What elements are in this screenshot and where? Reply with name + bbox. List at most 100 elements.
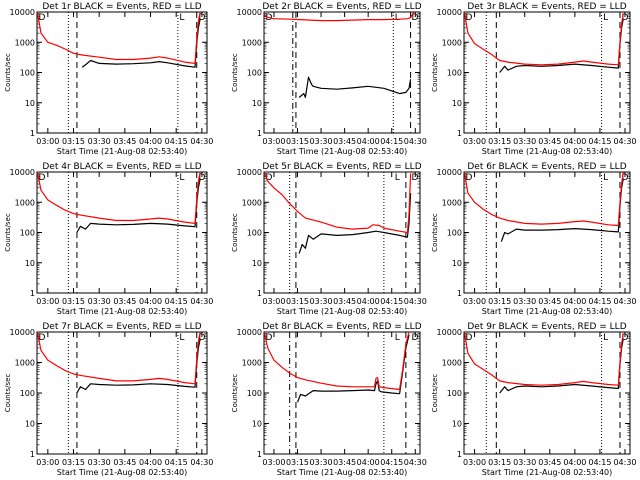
x-tick-label: 03:30	[88, 458, 111, 467]
lld-series-line	[37, 11, 201, 65]
events-series-line	[499, 18, 624, 73]
x-tick-label: 03:30	[513, 297, 536, 306]
corner-marker: D	[39, 333, 46, 343]
x-tick-label: 03:15	[286, 297, 309, 306]
x-tick-label: 04:00	[357, 458, 380, 467]
panel-title: Det 5r BLACK = Events, RED = LLD	[262, 162, 421, 172]
x-tick-label: 03:00	[262, 137, 285, 146]
y-tick-label: 1	[457, 289, 462, 298]
x-tick-label: 03:30	[88, 137, 111, 146]
y-tick-label: 10	[252, 420, 262, 429]
y-tick-label: 1000	[15, 359, 35, 368]
y-axis-label: Counts/sec	[4, 213, 12, 252]
y-tick-label: 10000	[437, 8, 462, 17]
events-series-line	[298, 76, 412, 99]
y-tick-label: 10	[252, 259, 262, 268]
events-series-line	[298, 193, 412, 254]
plot-frame	[463, 11, 631, 134]
x-tick-label: 03:45	[113, 458, 136, 467]
x-axis-label: Start Time (21-Aug-08 02:53:40)	[57, 468, 188, 477]
x-tick-label: 03:30	[513, 458, 536, 467]
x-tick-label: 04:30	[404, 137, 427, 146]
y-tick-label: 1	[457, 129, 462, 138]
x-tick-label: 04:30	[404, 458, 427, 467]
x-tick-label: 03:00	[262, 458, 285, 467]
y-tick-label: 1000	[442, 198, 462, 207]
x-tick-label: 03:00	[36, 458, 59, 467]
x-tick-label: 03:30	[310, 297, 333, 306]
y-axis-label: Counts/sec	[231, 53, 239, 92]
x-tick-label: 03:45	[333, 137, 356, 146]
lld-series-line	[37, 331, 201, 385]
corner-marker: D	[622, 13, 629, 23]
x-axis-label: Start Time (21-Aug-08 02:53:40)	[57, 307, 188, 316]
corner-marker: D	[199, 333, 206, 343]
detector-panel: Det 2r BLACK = Events, RED = LLD 1 10 100 10…	[231, 2, 427, 156]
y-tick-label: 100	[20, 389, 35, 398]
y-tick-label: 100	[20, 69, 35, 78]
x-tick-label: 04:00	[563, 458, 586, 467]
y-tick-label: 10	[25, 99, 35, 108]
y-tick-label: 1000	[15, 198, 35, 207]
panel-title: Det 2r BLACK = Events, RED = LLD	[262, 2, 421, 12]
x-tick-label: 03:45	[538, 137, 561, 146]
y-tick-label: 100	[447, 229, 462, 238]
plot-frame	[36, 171, 208, 294]
x-axis-label: Start Time (21-Aug-08 02:53:40)	[482, 307, 613, 316]
y-tick-label: 10000	[10, 328, 35, 337]
detector-panel: Det 1r BLACK = Events, RED = LLD 1 10 100 10…	[4, 2, 213, 156]
x-tick-label: 03:15	[488, 458, 511, 467]
x-tick-label: 03:30	[513, 137, 536, 146]
x-tick-label: 03:15	[488, 297, 511, 306]
lld-series-line	[464, 333, 624, 386]
events-series-line	[296, 334, 410, 403]
corner-marker: L	[603, 333, 608, 343]
y-tick-label: 10000	[10, 8, 35, 17]
x-tick-label: 04:30	[613, 137, 636, 146]
x-tick-label: 03:30	[310, 137, 333, 146]
panel-title: Det 9r BLACK = Events, RED = LLD	[467, 322, 626, 332]
x-tick-label: 03:00	[262, 297, 285, 306]
y-tick-label: 1000	[442, 359, 462, 368]
detector-panel: Det 6r BLACK = Events, RED = LLD 1 10 100 10…	[431, 162, 637, 316]
y-tick-label: 1	[257, 289, 262, 298]
plot-frame	[36, 331, 208, 455]
panel-title: Det 3r BLACK = Events, RED = LLD	[467, 2, 626, 12]
detector-panel: Det 9r BLACK = Events, RED = LLD 1 10 100 10…	[431, 322, 637, 477]
corner-marker: L	[395, 333, 400, 343]
y-tick-label: 100	[247, 389, 262, 398]
x-tick-label: 03:15	[62, 137, 85, 146]
x-tick-label: 03:30	[310, 458, 333, 467]
y-tick-label: 1000	[242, 359, 262, 368]
y-tick-label: 10000	[10, 168, 35, 177]
plot-frame	[463, 171, 631, 294]
y-tick-label: 10000	[237, 168, 262, 177]
lld-series-line	[464, 171, 624, 227]
corner-marker: D	[466, 13, 473, 23]
x-tick-label: 04:15	[380, 137, 403, 146]
events-series-line	[500, 178, 624, 242]
x-tick-label: 03:00	[36, 297, 59, 306]
corner-marker: D	[412, 173, 419, 183]
panel-title: Det 8r BLACK = Events, RED = LLD	[262, 322, 421, 332]
x-tick-label: 04:00	[357, 137, 380, 146]
x-tick-label: 03:15	[62, 458, 85, 467]
corner-marker: L	[603, 173, 608, 183]
corner-marker: D	[466, 173, 473, 183]
y-axis-label: Counts/sec	[431, 53, 439, 92]
corner-marker: L	[603, 13, 608, 23]
corner-marker: L	[395, 173, 400, 183]
corner-marker: D	[199, 173, 206, 183]
x-tick-label: 03:30	[88, 297, 111, 306]
corner-marker: D	[266, 333, 273, 343]
plot-frame	[263, 171, 421, 294]
y-axis-label: Counts/sec	[431, 374, 439, 413]
panel-title: Det 4r BLACK = Events, RED = LLD	[42, 162, 201, 172]
y-tick-label: 10	[25, 259, 35, 268]
x-tick-label: 04:15	[380, 297, 403, 306]
y-axis-label: Counts/sec	[431, 213, 439, 252]
x-axis-label: Start Time (21-Aug-08 02:53:40)	[482, 468, 613, 477]
y-tick-label: 100	[247, 229, 262, 238]
corner-marker: D	[266, 173, 273, 183]
x-tick-label: 04:15	[380, 458, 403, 467]
